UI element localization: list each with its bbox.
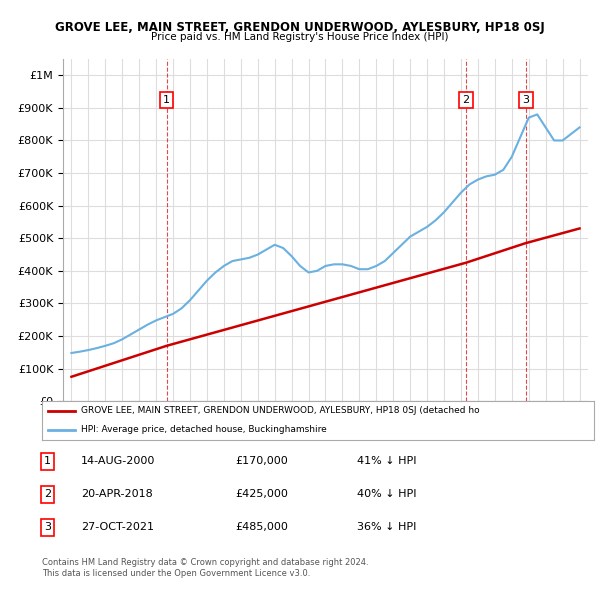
- Text: 27-OCT-2021: 27-OCT-2021: [80, 523, 154, 532]
- Text: 3: 3: [44, 523, 51, 532]
- Text: GROVE LEE, MAIN STREET, GRENDON UNDERWOOD, AYLESBURY, HP18 0SJ: GROVE LEE, MAIN STREET, GRENDON UNDERWOO…: [55, 21, 545, 34]
- Text: £425,000: £425,000: [235, 490, 288, 499]
- Text: 36% ↓ HPI: 36% ↓ HPI: [356, 523, 416, 532]
- Text: 20-APR-2018: 20-APR-2018: [80, 490, 152, 499]
- Text: 40% ↓ HPI: 40% ↓ HPI: [356, 490, 416, 499]
- Text: 3: 3: [522, 95, 529, 105]
- Text: 1: 1: [163, 95, 170, 105]
- Text: 1: 1: [44, 457, 51, 466]
- Text: £485,000: £485,000: [235, 523, 288, 532]
- Text: This data is licensed under the Open Government Licence v3.0.: This data is licensed under the Open Gov…: [42, 569, 310, 578]
- Text: HPI: Average price, detached house, Buckinghamshire: HPI: Average price, detached house, Buck…: [80, 425, 326, 434]
- Text: GROVE LEE, MAIN STREET, GRENDON UNDERWOOD, AYLESBURY, HP18 0SJ (detached ho: GROVE LEE, MAIN STREET, GRENDON UNDERWOO…: [80, 407, 479, 415]
- Text: Contains HM Land Registry data © Crown copyright and database right 2024.: Contains HM Land Registry data © Crown c…: [42, 558, 368, 566]
- Text: 14-AUG-2000: 14-AUG-2000: [80, 457, 155, 466]
- Text: 41% ↓ HPI: 41% ↓ HPI: [356, 457, 416, 466]
- Text: 2: 2: [44, 490, 51, 499]
- Text: 2: 2: [463, 95, 470, 105]
- Text: Price paid vs. HM Land Registry's House Price Index (HPI): Price paid vs. HM Land Registry's House …: [151, 32, 449, 42]
- Text: £170,000: £170,000: [235, 457, 288, 466]
